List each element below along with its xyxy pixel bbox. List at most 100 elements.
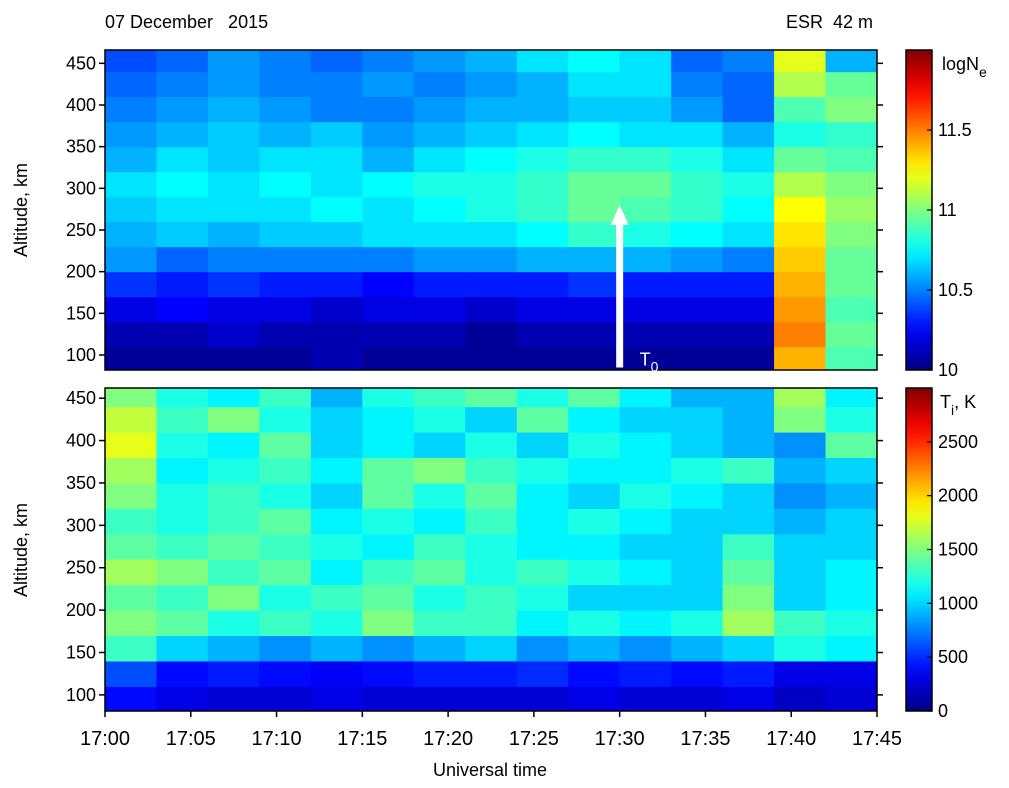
cell xyxy=(671,321,724,348)
cell xyxy=(825,346,877,370)
cell xyxy=(310,121,363,148)
cell xyxy=(465,635,518,662)
plot-frame xyxy=(104,49,878,371)
cell xyxy=(722,50,775,73)
cell xyxy=(207,432,260,459)
cell xyxy=(568,196,621,223)
cell xyxy=(259,610,312,637)
cell xyxy=(722,388,775,408)
cell xyxy=(825,296,877,323)
y-tick-label: 250 xyxy=(66,220,96,240)
cell xyxy=(362,482,415,509)
cell xyxy=(774,146,827,173)
cell xyxy=(105,686,157,711)
cell xyxy=(774,660,827,687)
cell xyxy=(413,271,466,298)
cell xyxy=(516,584,569,611)
cell xyxy=(619,171,672,198)
cell xyxy=(825,635,877,662)
cell xyxy=(362,635,415,662)
cell xyxy=(156,296,209,323)
cell xyxy=(362,171,415,198)
y-axis-label: Altitude, km xyxy=(11,503,31,597)
cell xyxy=(362,533,415,560)
cell xyxy=(516,660,569,687)
cell xyxy=(516,559,569,586)
cell xyxy=(413,635,466,662)
cell xyxy=(465,121,518,148)
cell xyxy=(413,296,466,323)
cell xyxy=(259,196,312,223)
cell xyxy=(310,196,363,223)
cell xyxy=(516,96,569,123)
cell xyxy=(516,432,569,459)
cell xyxy=(362,146,415,173)
colorbar-label-sub: e xyxy=(979,64,987,80)
cell xyxy=(619,121,672,148)
cell xyxy=(207,221,260,248)
cell xyxy=(362,660,415,687)
cell xyxy=(156,246,209,273)
cell xyxy=(259,96,312,123)
cell xyxy=(516,246,569,273)
cell xyxy=(568,406,621,433)
heatmap-cells xyxy=(105,388,877,711)
cell xyxy=(362,346,415,370)
cell xyxy=(568,271,621,298)
cell xyxy=(310,146,363,173)
cell xyxy=(671,271,724,298)
cell xyxy=(362,610,415,637)
cell xyxy=(310,71,363,98)
cell xyxy=(671,610,724,637)
cell xyxy=(362,271,415,298)
cell xyxy=(310,584,363,611)
cell xyxy=(516,635,569,662)
cell xyxy=(722,584,775,611)
cell xyxy=(259,559,312,586)
cell xyxy=(465,457,518,484)
cell xyxy=(310,50,363,73)
cell xyxy=(465,508,518,535)
cell xyxy=(465,610,518,637)
cell xyxy=(722,533,775,560)
cell xyxy=(568,246,621,273)
cell xyxy=(568,296,621,323)
cell xyxy=(310,482,363,509)
cell xyxy=(105,71,157,98)
cell xyxy=(105,457,157,484)
cell xyxy=(825,96,877,123)
cell xyxy=(362,121,415,148)
cell xyxy=(259,584,312,611)
cell xyxy=(413,96,466,123)
cell xyxy=(722,635,775,662)
cell xyxy=(362,246,415,273)
cell xyxy=(413,121,466,148)
cell xyxy=(413,346,466,370)
cell xyxy=(413,508,466,535)
cell xyxy=(619,346,672,370)
y-tick-label: 150 xyxy=(66,303,96,323)
colorbar-label: Ti, K xyxy=(940,392,976,418)
colorbar-tick-label: 0 xyxy=(938,701,948,721)
cell xyxy=(516,71,569,98)
cell xyxy=(774,388,827,408)
cell xyxy=(825,196,877,223)
cell xyxy=(207,121,260,148)
cell xyxy=(774,432,827,459)
cell xyxy=(207,406,260,433)
cell xyxy=(207,71,260,98)
x-tick-label: 17:20 xyxy=(423,728,473,750)
cell xyxy=(568,71,621,98)
cell xyxy=(259,686,312,711)
cell xyxy=(671,71,724,98)
cell xyxy=(774,221,827,248)
cell xyxy=(568,121,621,148)
cell xyxy=(156,406,209,433)
cell xyxy=(825,457,877,484)
cell xyxy=(825,432,877,459)
cell xyxy=(156,146,209,173)
cell xyxy=(207,660,260,687)
cell xyxy=(259,271,312,298)
cell xyxy=(465,50,518,73)
cell xyxy=(619,388,672,408)
